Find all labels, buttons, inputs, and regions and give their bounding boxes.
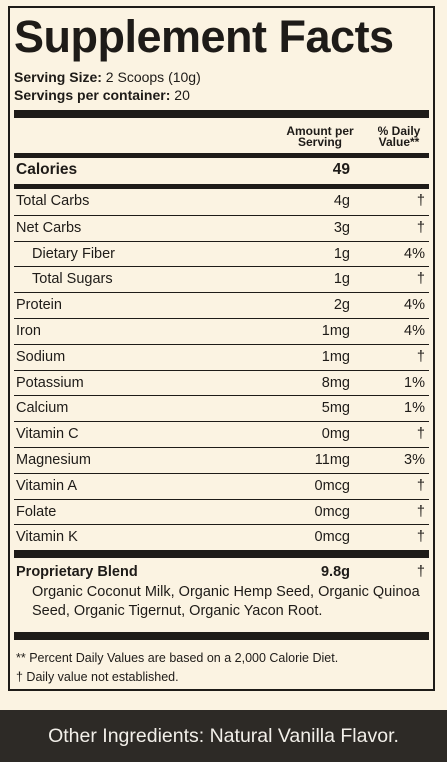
nutrient-amount: 0mg [321, 426, 350, 443]
thick-divider-top [14, 110, 429, 118]
nutrient-daily-value: 4% [404, 323, 425, 339]
blend-dv: † [416, 564, 425, 580]
nutrient-row: Sodium 1mg † [14, 343, 429, 370]
nutrient-amount: 2g [333, 297, 350, 314]
nutrient-name: Vitamin K [16, 529, 78, 546]
thick-divider-header [14, 153, 429, 158]
nutrient-amount: 4g [333, 193, 350, 209]
nutrient-name: Vitamin C [16, 426, 79, 443]
footnote-percent: ** Percent Daily Values are based on a 2… [16, 651, 339, 665]
blend-amount: 9.8g [320, 564, 350, 580]
nutrient-amount: 1mg [321, 323, 350, 339]
nutrient-name: Net Carbs [16, 219, 82, 236]
nutrient-daily-value: † [416, 348, 425, 365]
servings-per-container: Servings per container: 20 [14, 87, 190, 104]
nutrient-row: Dietary Fiber 1g 4% [14, 240, 429, 267]
nutrient-daily-value: 4% [404, 245, 425, 262]
nutrient-amount: 0mcg [314, 503, 350, 520]
nutrient-daily-value: † [416, 529, 425, 546]
calories-amount: 49 [332, 161, 350, 178]
nutrient-daily-value: 3% [404, 452, 425, 468]
other-ingredients-banner: Other Ingredients: Natural Vanilla Flavo… [0, 710, 447, 762]
nutrient-row: Total Carbs 4g † [14, 189, 429, 215]
nutrient-daily-value: 4% [404, 297, 425, 314]
nutrient-name: Total Sugars [32, 271, 113, 288]
nutrient-daily-value: † [416, 219, 425, 236]
nutrient-row: Folate 0mcg † [14, 498, 429, 525]
amount-per-serving-header: Amount per Serving [278, 124, 362, 149]
nutrient-name: Calcium [16, 400, 69, 417]
nutrient-amount: 0mcg [314, 477, 350, 494]
nutrient-row: Potassium 8mg 1% [14, 369, 429, 396]
nutrient-row: Magnesium 11mg 3% [14, 447, 429, 473]
calories-label: Calories [16, 161, 78, 178]
supplement-facts-panel: Supplement Facts Serving Size: 2 Scoops … [0, 0, 447, 710]
footnote-dagger: † Daily value not established. [16, 670, 179, 684]
nutrient-name: Iron [16, 323, 41, 339]
nutrient-row: Vitamin A 0mcg † [14, 472, 429, 499]
servings-per-container-label: Servings per container: [14, 87, 171, 103]
nutrient-daily-value: † [416, 477, 425, 494]
thick-divider-blend [14, 550, 429, 558]
nutrient-row: Total Sugars 1g † [14, 266, 429, 292]
thick-divider-calories [14, 184, 429, 189]
serving-size-label: Serving Size: [14, 69, 102, 85]
dv-header-line2: Value** [378, 135, 420, 149]
nutrient-amount: 3g [333, 219, 350, 236]
nutrient-row: Vitamin C 0mg † [14, 421, 429, 447]
nutrient-amount: 8mg [321, 374, 350, 391]
nutrient-name: Potassium [16, 374, 84, 391]
daily-value-header: % Daily Value** [370, 124, 428, 149]
blend-name: Proprietary Blend [16, 564, 138, 580]
servings-per-container-value: 20 [170, 87, 190, 103]
nutrient-daily-value: † [416, 271, 425, 288]
nutrient-daily-value: 1% [404, 400, 425, 417]
nutrient-daily-value: † [416, 193, 425, 209]
nutrient-daily-value: † [416, 426, 425, 443]
blend-ingredients: Organic Coconut Milk, Organic Hemp Seed,… [32, 584, 420, 619]
amount-header-line2: Serving [297, 135, 342, 149]
nutrient-daily-value: 1% [404, 374, 425, 391]
dv-header-line1: % Daily [377, 124, 421, 138]
nutrient-amount: 1mg [321, 348, 350, 365]
facts-frame: Supplement Facts Serving Size: 2 Scoops … [8, 6, 435, 691]
nutrient-name: Magnesium [16, 452, 91, 468]
nutrient-name: Sodium [16, 348, 66, 365]
thick-divider-bottom [14, 632, 429, 640]
calories-row: Calories 49 [14, 158, 429, 184]
nutrient-row: Iron 1mg 4% [14, 318, 429, 344]
nutrient-name: Dietary Fiber [32, 245, 115, 262]
nutrient-name: Protein [16, 297, 62, 314]
nutrient-amount: 0mcg [314, 529, 350, 546]
nutrient-amount: 11mg [314, 452, 350, 468]
nutrient-name: Total Carbs [16, 193, 90, 209]
serving-size-value: 2 Scoops (10g) [101, 69, 201, 85]
nutrient-row: Net Carbs 3g † [14, 214, 429, 241]
panel-title: Supplement Facts [14, 11, 394, 62]
nutrient-row: Vitamin K 0mcg † [14, 524, 429, 550]
nutrient-row: Calcium 5mg 1% [14, 395, 429, 421]
nutrient-amount: 1g [333, 271, 350, 288]
nutrient-amount: 1g [333, 245, 350, 262]
serving-size: Serving Size: 2 Scoops (10g) [14, 69, 201, 86]
nutrient-row: Protein 2g 4% [14, 292, 429, 318]
amount-header-line1: Amount per [286, 124, 354, 138]
nutrient-daily-value: † [416, 503, 425, 520]
nutrient-amount: 5mg [321, 400, 350, 417]
nutrient-name: Vitamin A [16, 477, 77, 494]
nutrient-name: Folate [16, 503, 57, 520]
